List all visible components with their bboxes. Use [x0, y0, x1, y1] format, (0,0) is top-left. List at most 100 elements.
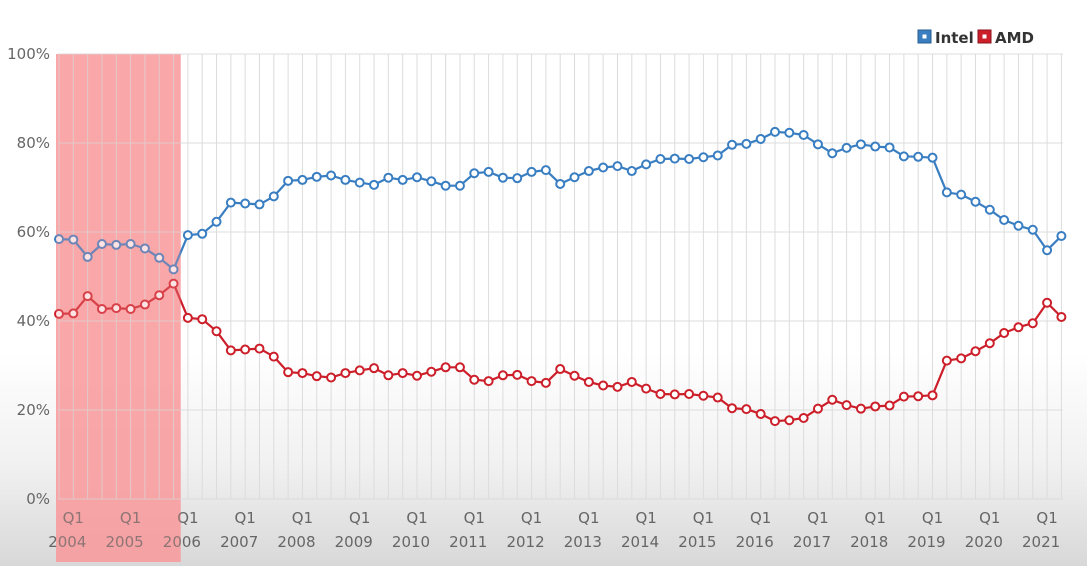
data-point-amd	[297, 368, 308, 379]
data-point-intel	[154, 252, 165, 263]
data-point-intel	[354, 177, 365, 188]
data-point-amd	[211, 326, 222, 337]
x-tick-label-quarter: Q1	[693, 509, 714, 527]
x-tick-label-quarter: Q1	[1036, 509, 1057, 527]
data-point-intel	[469, 168, 480, 179]
x-tick-label-quarter: Q1	[464, 509, 485, 527]
data-point-amd	[569, 370, 580, 381]
x-tick-label-quarter: Q1	[578, 509, 599, 527]
data-point-amd	[626, 376, 637, 387]
x-tick-label-quarter: Q1	[635, 509, 656, 527]
x-tick-label-year: 2006	[163, 533, 201, 551]
data-point-amd	[311, 371, 322, 382]
data-point-amd	[999, 328, 1010, 339]
x-tick-label-year: 2014	[621, 533, 659, 551]
data-point-intel	[655, 154, 666, 165]
legend-swatch-intel-dot	[922, 34, 927, 39]
data-point-amd	[182, 312, 193, 323]
data-point-intel	[984, 204, 995, 215]
data-point-intel	[254, 199, 265, 210]
data-point-intel	[82, 251, 93, 262]
data-point-amd	[426, 366, 437, 377]
data-point-amd	[913, 391, 924, 402]
data-point-intel	[1013, 220, 1024, 231]
data-point-amd	[927, 390, 938, 401]
data-point-intel	[68, 234, 79, 245]
data-point-intel	[326, 170, 337, 181]
data-point-intel	[898, 151, 909, 162]
data-point-amd	[1027, 318, 1038, 329]
x-tick-label-quarter: Q1	[234, 509, 255, 527]
data-point-intel	[669, 153, 680, 164]
data-point-amd	[641, 383, 652, 394]
data-point-amd	[526, 376, 537, 387]
data-point-amd	[984, 338, 995, 349]
legend-label-amd: AMD	[995, 29, 1034, 47]
x-tick-label-year: 2004	[48, 533, 86, 551]
data-point-intel	[297, 174, 308, 185]
data-point-intel	[569, 172, 580, 183]
data-point-intel	[125, 239, 136, 250]
data-point-intel	[168, 264, 179, 275]
data-point-amd	[254, 343, 265, 354]
x-tick-label-quarter: Q1	[521, 509, 542, 527]
series	[54, 126, 1067, 427]
data-point-amd	[268, 351, 279, 362]
data-point-intel	[770, 126, 780, 137]
data-point-intel	[798, 129, 809, 140]
x-tick-label-quarter: Q1	[865, 509, 886, 527]
x-tick-label-year: 2011	[449, 533, 487, 551]
data-point-intel	[225, 197, 236, 208]
x-tick-label-year: 2019	[907, 533, 945, 551]
data-point-amd	[755, 409, 766, 420]
x-tick-label-year: 2018	[850, 533, 888, 551]
data-point-intel	[641, 159, 652, 170]
data-point-amd	[612, 381, 623, 392]
data-point-intel	[626, 166, 637, 177]
x-tick-label-year: 2015	[678, 533, 716, 551]
data-point-intel	[1042, 245, 1053, 256]
data-point-amd	[698, 390, 709, 401]
x-tick-label-quarter: Q1	[406, 509, 427, 527]
data-point-intel	[412, 172, 422, 183]
data-point-intel	[598, 162, 609, 173]
data-point-amd	[555, 364, 566, 375]
x-tick-label-quarter: Q1	[750, 509, 771, 527]
x-tick-label-year: 2017	[793, 533, 831, 551]
data-point-intel	[426, 176, 437, 187]
data-point-amd	[598, 380, 609, 391]
data-point-intel	[1027, 224, 1038, 235]
data-point-intel	[741, 138, 752, 149]
data-point-intel	[182, 230, 193, 241]
axes: 0% 20% 40% 60% 80% 100% Q1 2004 Q1 2005 Q1 2006 Q1 20…	[7, 45, 1060, 551]
x-tick-label-year: 2010	[392, 533, 430, 551]
data-point-amd	[240, 344, 251, 355]
data-point-amd	[798, 413, 809, 424]
data-point-intel	[870, 141, 881, 152]
y-tick-label: 100%	[7, 45, 50, 63]
data-point-intel	[913, 151, 924, 162]
legend-label-intel: Intel	[935, 29, 974, 47]
data-point-amd	[412, 370, 422, 381]
data-point-intel	[440, 180, 451, 191]
data-point-intel	[268, 191, 279, 202]
highlight-band	[56, 54, 181, 562]
x-tick-label-year: 2008	[277, 533, 315, 551]
data-point-amd	[197, 314, 208, 325]
data-point-intel	[555, 178, 566, 189]
data-point-intel	[497, 172, 508, 183]
data-point-amd	[898, 391, 909, 402]
legend-swatch-amd-dot	[982, 34, 987, 39]
x-tick-label-quarter: Q1	[292, 509, 313, 527]
x-tick-label-quarter: Q1	[120, 509, 141, 527]
data-point-intel	[755, 133, 766, 144]
x-tick-label-quarter: Q1	[63, 509, 84, 527]
data-point-intel	[583, 166, 594, 177]
data-point-intel	[999, 214, 1010, 225]
data-point-amd	[96, 303, 107, 314]
data-point-amd	[741, 404, 752, 415]
data-point-amd	[1056, 311, 1067, 322]
data-point-intel	[240, 198, 251, 209]
data-point-intel	[526, 166, 537, 177]
x-tick-label-quarter: Q1	[807, 509, 828, 527]
